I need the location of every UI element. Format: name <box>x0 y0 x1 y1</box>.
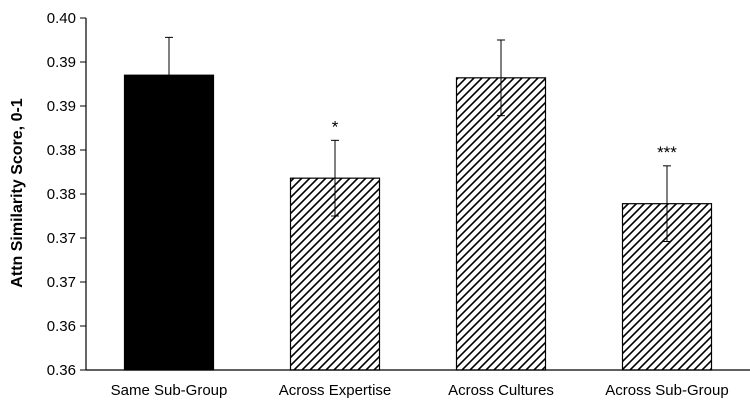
y-tick-label: 0.36 <box>47 362 76 379</box>
bar-across-cultures <box>455 77 547 371</box>
x-tick-label: Across Sub-Group <box>605 382 728 399</box>
y-axis-label: Attn Similarity Score, 0-1 <box>9 98 26 287</box>
x-tick-label: Same Sub-Group <box>111 382 228 399</box>
x-tick-label: Across Expertise <box>279 382 392 399</box>
significance-marker: * <box>332 117 339 136</box>
x-tick-label: Across Cultures <box>448 382 554 399</box>
significance-marker: *** <box>657 143 677 162</box>
y-tick-label: 0.40 <box>47 10 76 27</box>
y-tick-label: 0.39 <box>47 54 76 71</box>
y-tick-label: 0.36 <box>47 318 76 335</box>
y-tick-label: 0.38 <box>47 142 76 159</box>
y-tick-label: 0.38 <box>47 186 76 203</box>
y-tick-label: 0.37 <box>47 230 76 247</box>
bar-same-sub-group <box>123 74 215 371</box>
y-tick-label: 0.39 <box>47 98 76 115</box>
y-tick-label: 0.37 <box>47 274 76 291</box>
